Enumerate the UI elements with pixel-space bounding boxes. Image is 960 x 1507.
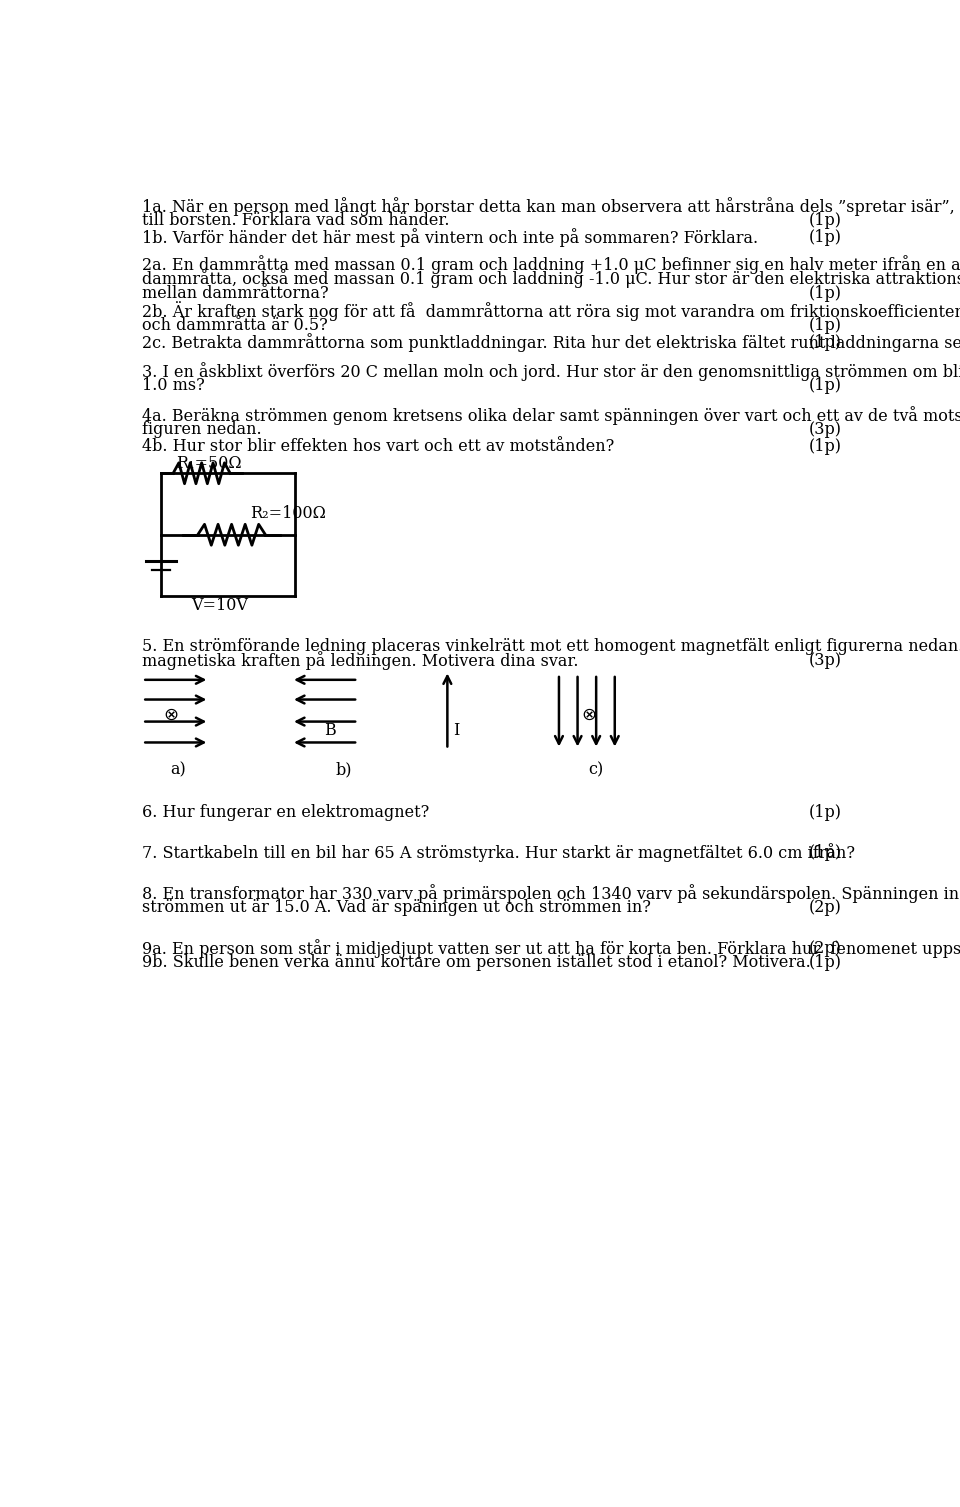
Text: till borsten. Förklara vad som händer.: till borsten. Förklara vad som händer. bbox=[142, 212, 450, 229]
Text: b): b) bbox=[336, 763, 352, 779]
Text: (3p): (3p) bbox=[808, 653, 842, 669]
Text: 7. Startkabeln till en bil har 65 A strömstyrka. Hur starkt är magnetfältet 6.0 : 7. Startkabeln till en bil har 65 A strö… bbox=[142, 844, 855, 862]
Text: 3. I en åskblixt överförs 20 C mellan moln och jord. Hur stor är den genomsnittl: 3. I en åskblixt överförs 20 C mellan mo… bbox=[142, 362, 960, 381]
Text: dammråtta, också med massan 0.1 gram och laddning -1.0 μC. Hur stor är den elekt: dammråtta, också med massan 0.1 gram och… bbox=[142, 270, 960, 288]
Text: (1p): (1p) bbox=[808, 333, 842, 351]
Text: (3p): (3p) bbox=[808, 422, 842, 439]
Text: 2a. En dammråtta med massan 0.1 gram och laddning +1.0 μC befinner sig en halv m: 2a. En dammråtta med massan 0.1 gram och… bbox=[142, 255, 960, 274]
Text: (2p): (2p) bbox=[809, 940, 842, 957]
Text: 1b. Varför händer det här mest på vintern och inte på sommaren? Förklara.: 1b. Varför händer det här mest på vinter… bbox=[142, 228, 758, 247]
Text: B: B bbox=[324, 722, 336, 740]
Text: $\otimes$: $\otimes$ bbox=[163, 705, 179, 723]
Text: c): c) bbox=[588, 763, 604, 779]
Text: V=10V: V=10V bbox=[191, 597, 248, 613]
Text: I: I bbox=[453, 722, 460, 740]
Text: 1.0 ms?: 1.0 ms? bbox=[142, 377, 205, 395]
Text: 2c. Betrakta dammråttorna som punktladdningar. Rita hur det elektriska fältet ru: 2c. Betrakta dammråttorna som punktladdn… bbox=[142, 333, 960, 351]
Text: (1p): (1p) bbox=[808, 285, 842, 301]
Text: och dammråtta är 0.5?: och dammråtta är 0.5? bbox=[142, 316, 328, 335]
Text: magnetiska kraften på ledningen. Motivera dina svar.: magnetiska kraften på ledningen. Motiver… bbox=[142, 651, 579, 671]
Text: (1p): (1p) bbox=[808, 954, 842, 972]
Text: $\otimes$: $\otimes$ bbox=[581, 705, 596, 723]
Text: 2b. Är kraften stark nog för att få  dammråttorna att röra sig mot varandra om f: 2b. Är kraften stark nog för att få damm… bbox=[142, 301, 960, 321]
Text: 9b. Skulle benen verka ännu kortare om personen istället stod i etanol? Motivera: 9b. Skulle benen verka ännu kortare om p… bbox=[142, 954, 811, 972]
Text: (1p): (1p) bbox=[808, 377, 842, 395]
Text: 8. En transformator har 330 varv på primärspolen och 1340 varv på sekundärspolen: 8. En transformator har 330 varv på prim… bbox=[142, 885, 960, 903]
Text: a): a) bbox=[171, 763, 186, 779]
Text: (1p): (1p) bbox=[808, 803, 842, 821]
Text: strömmen ut är 15.0 A. Vad är späningen ut och strömmen in?: strömmen ut är 15.0 A. Vad är späningen … bbox=[142, 900, 651, 916]
Text: figuren nedan.: figuren nedan. bbox=[142, 422, 262, 439]
Text: (1p): (1p) bbox=[808, 439, 842, 455]
Text: 1a. När en person med långt hår borstar detta kan man observera att hårstråna de: 1a. När en person med långt hår borstar … bbox=[142, 197, 960, 216]
Text: 4a. Beräkna strömmen genom kretsens olika delar samt spänningen över vart och et: 4a. Beräkna strömmen genom kretsens olik… bbox=[142, 405, 960, 425]
Text: 6. Hur fungerar en elektromagnet?: 6. Hur fungerar en elektromagnet? bbox=[142, 803, 429, 821]
Text: 5. En strömförande ledning placeras vinkelrätt mot ett homogent magnetfält enlig: 5. En strömförande ledning placeras vink… bbox=[142, 637, 960, 654]
Text: R₁=50Ω: R₁=50Ω bbox=[176, 455, 241, 473]
Text: (1p): (1p) bbox=[808, 229, 842, 246]
Text: (1p): (1p) bbox=[808, 316, 842, 335]
Text: (1p): (1p) bbox=[808, 844, 842, 860]
Text: (2p): (2p) bbox=[809, 900, 842, 916]
Text: mellan dammråttorna?: mellan dammråttorna? bbox=[142, 285, 329, 301]
Text: R₂=100Ω: R₂=100Ω bbox=[251, 505, 326, 523]
Text: 4b. Hur stor blir effekten hos vart och ett av motstånden?: 4b. Hur stor blir effekten hos vart och … bbox=[142, 439, 614, 455]
Text: 9a. En person som står i midjedjupt vatten ser ut att ha för korta ben. Förklara: 9a. En person som står i midjedjupt vatt… bbox=[142, 939, 960, 958]
Text: (1p): (1p) bbox=[808, 212, 842, 229]
